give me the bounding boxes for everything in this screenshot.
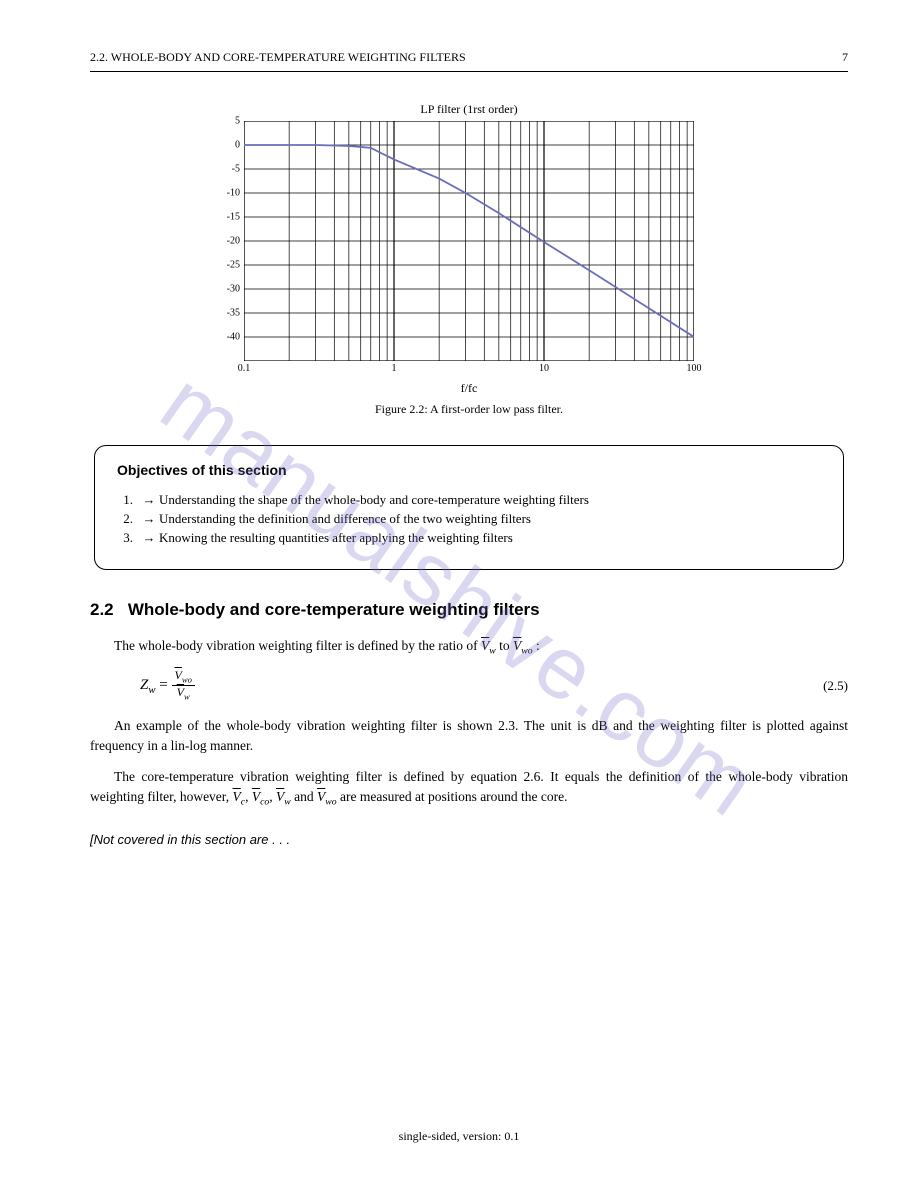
- symbol-Vco: V: [252, 789, 260, 804]
- objectives-box: Objectives of this section 1.→Understand…: [94, 445, 844, 570]
- lowpass-chart: 50-5-10-15-20-25-30-35-400.1110100: [244, 121, 694, 361]
- section-title: Whole-body and core-temperature weightin…: [128, 600, 540, 619]
- equation-2-5: Zw = Vwo Vw (2.5): [90, 669, 848, 702]
- watermark: manualshive.com: [143, 352, 775, 837]
- paragraph-3: The core-temperature vibration weighting…: [90, 767, 848, 811]
- section-number: 2.2: [90, 600, 114, 619]
- header-page: 7: [842, 50, 848, 65]
- objective-item: 3.→Knowing the resulting quantities afte…: [117, 530, 821, 546]
- chart-x-axis-title: f/fc: [90, 381, 848, 396]
- paragraph-2: An example of the whole-body vibration w…: [90, 716, 848, 757]
- header-section: 2.2. WHOLE-BODY AND CORE-TEMPERATURE WEI…: [90, 50, 466, 65]
- equation-number: (2.5): [811, 678, 848, 694]
- not-covered-note: [Not covered in this section are . . .: [90, 832, 848, 847]
- paragraph-1: The whole-body vibration weighting filte…: [90, 636, 848, 659]
- section-heading: 2.2 Whole-body and core-temperature weig…: [90, 600, 848, 620]
- chart-title: LP filter (1rst order): [90, 102, 848, 117]
- symbol-Vc: V: [233, 789, 241, 804]
- objective-item: 1.→Understanding the shape of the whole-…: [117, 492, 821, 508]
- figure-caption: Figure 2.2: A first-order low pass filte…: [90, 402, 848, 417]
- page-header: 2.2. WHOLE-BODY AND CORE-TEMPERATURE WEI…: [90, 50, 848, 72]
- objectives-title: Objectives of this section: [117, 462, 821, 478]
- objective-item: 2.→Understanding the definition and diff…: [117, 511, 821, 527]
- footer: single-sided, version: 0.1: [0, 1129, 918, 1144]
